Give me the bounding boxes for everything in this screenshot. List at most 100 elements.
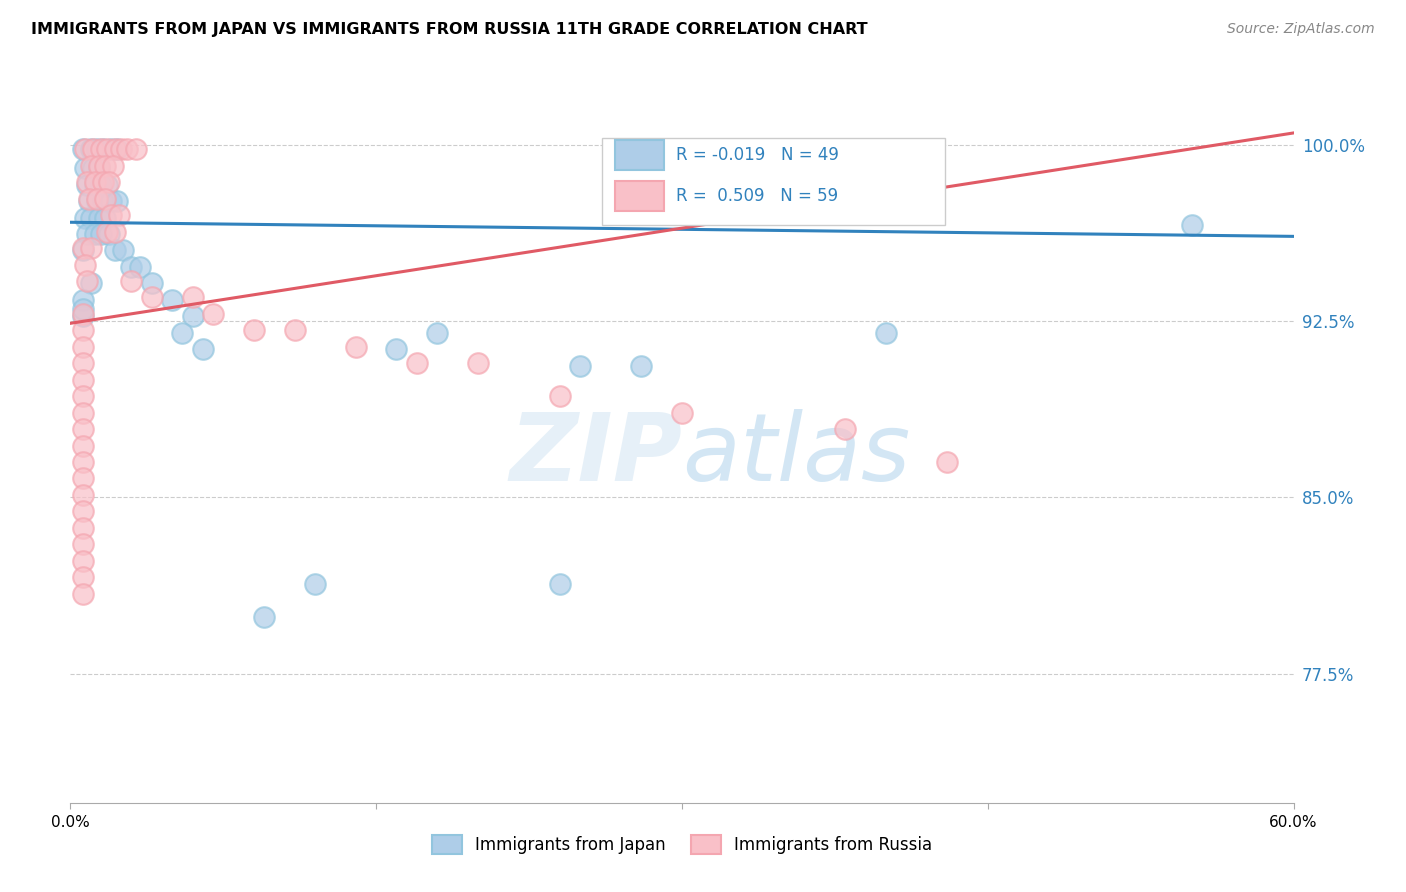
Point <box>128 260 150 274</box>
Point <box>385 342 408 356</box>
Point <box>72 537 94 551</box>
Point <box>834 422 856 436</box>
Point <box>83 175 105 189</box>
Point <box>104 244 127 258</box>
Point <box>104 225 127 239</box>
Point <box>76 227 98 241</box>
Point <box>875 326 897 340</box>
Point <box>83 178 105 192</box>
Point <box>73 161 96 176</box>
Point <box>191 342 214 356</box>
Point <box>671 406 693 420</box>
Point <box>124 142 146 156</box>
Point <box>110 142 132 156</box>
Point <box>94 192 117 206</box>
Point <box>72 244 94 258</box>
Point <box>162 293 183 307</box>
Point <box>82 161 104 176</box>
Point <box>72 302 94 317</box>
Point <box>100 194 122 208</box>
Point <box>79 277 103 291</box>
Point <box>90 227 112 241</box>
Point <box>72 356 94 370</box>
Point <box>86 142 108 156</box>
Point <box>72 142 94 156</box>
Point <box>72 438 94 452</box>
Point <box>284 323 307 337</box>
FancyBboxPatch shape <box>614 140 664 169</box>
Point <box>90 178 112 192</box>
Point <box>72 310 94 324</box>
Point <box>86 194 108 208</box>
Point <box>77 194 100 208</box>
Point <box>117 142 139 156</box>
Point <box>105 194 128 208</box>
Point <box>568 359 592 373</box>
Point <box>96 178 118 192</box>
Point <box>467 356 489 370</box>
Point <box>79 211 103 225</box>
Point <box>936 455 959 469</box>
Point <box>87 159 110 173</box>
Point <box>82 142 104 156</box>
Point <box>76 274 98 288</box>
Point <box>101 159 124 173</box>
Text: R = -0.019   N = 49: R = -0.019 N = 49 <box>676 146 838 164</box>
Point <box>100 208 122 222</box>
Point <box>202 307 225 321</box>
Point <box>243 323 266 337</box>
Point <box>72 389 94 403</box>
Point <box>73 211 96 225</box>
Point <box>91 142 114 156</box>
Point <box>94 159 117 173</box>
Point <box>72 293 94 307</box>
Point <box>72 406 94 420</box>
Point <box>121 260 143 274</box>
Point <box>141 290 163 304</box>
Point <box>72 422 94 436</box>
Point <box>72 521 94 535</box>
Point <box>73 258 96 272</box>
Point <box>72 554 94 568</box>
Text: ZIP: ZIP <box>509 409 682 500</box>
Point <box>91 175 114 189</box>
Point <box>344 340 367 354</box>
Point <box>94 211 117 225</box>
Point <box>98 175 121 189</box>
Point <box>96 142 118 156</box>
Point <box>91 194 114 208</box>
Point <box>141 277 163 291</box>
Point <box>108 208 131 222</box>
Point <box>181 290 204 304</box>
Point <box>72 504 94 518</box>
Point <box>181 310 204 324</box>
Point <box>406 356 429 370</box>
Point <box>100 142 122 156</box>
Point <box>112 244 135 258</box>
Point <box>72 373 94 387</box>
Point <box>104 142 127 156</box>
Point <box>105 142 128 156</box>
Point <box>76 175 98 189</box>
Point <box>87 211 110 225</box>
Point <box>72 340 94 354</box>
Point <box>253 610 276 624</box>
Point <box>72 471 94 485</box>
Point <box>96 225 118 239</box>
Point <box>79 241 103 255</box>
FancyBboxPatch shape <box>602 138 945 226</box>
Point <box>548 389 571 403</box>
Point <box>121 274 143 288</box>
Text: R =  0.509   N = 59: R = 0.509 N = 59 <box>676 186 838 204</box>
Point <box>79 142 103 156</box>
Point <box>72 586 94 600</box>
Point <box>548 577 571 591</box>
Point <box>72 488 94 502</box>
Text: IMMIGRANTS FROM JAPAN VS IMMIGRANTS FROM RUSSIA 11TH GRADE CORRELATION CHART: IMMIGRANTS FROM JAPAN VS IMMIGRANTS FROM… <box>31 22 868 37</box>
Point <box>630 359 652 373</box>
Point <box>304 577 326 591</box>
Legend: Immigrants from Japan, Immigrants from Russia: Immigrants from Japan, Immigrants from R… <box>425 829 939 861</box>
Point <box>90 142 112 156</box>
Point <box>72 570 94 584</box>
Point <box>72 323 94 337</box>
